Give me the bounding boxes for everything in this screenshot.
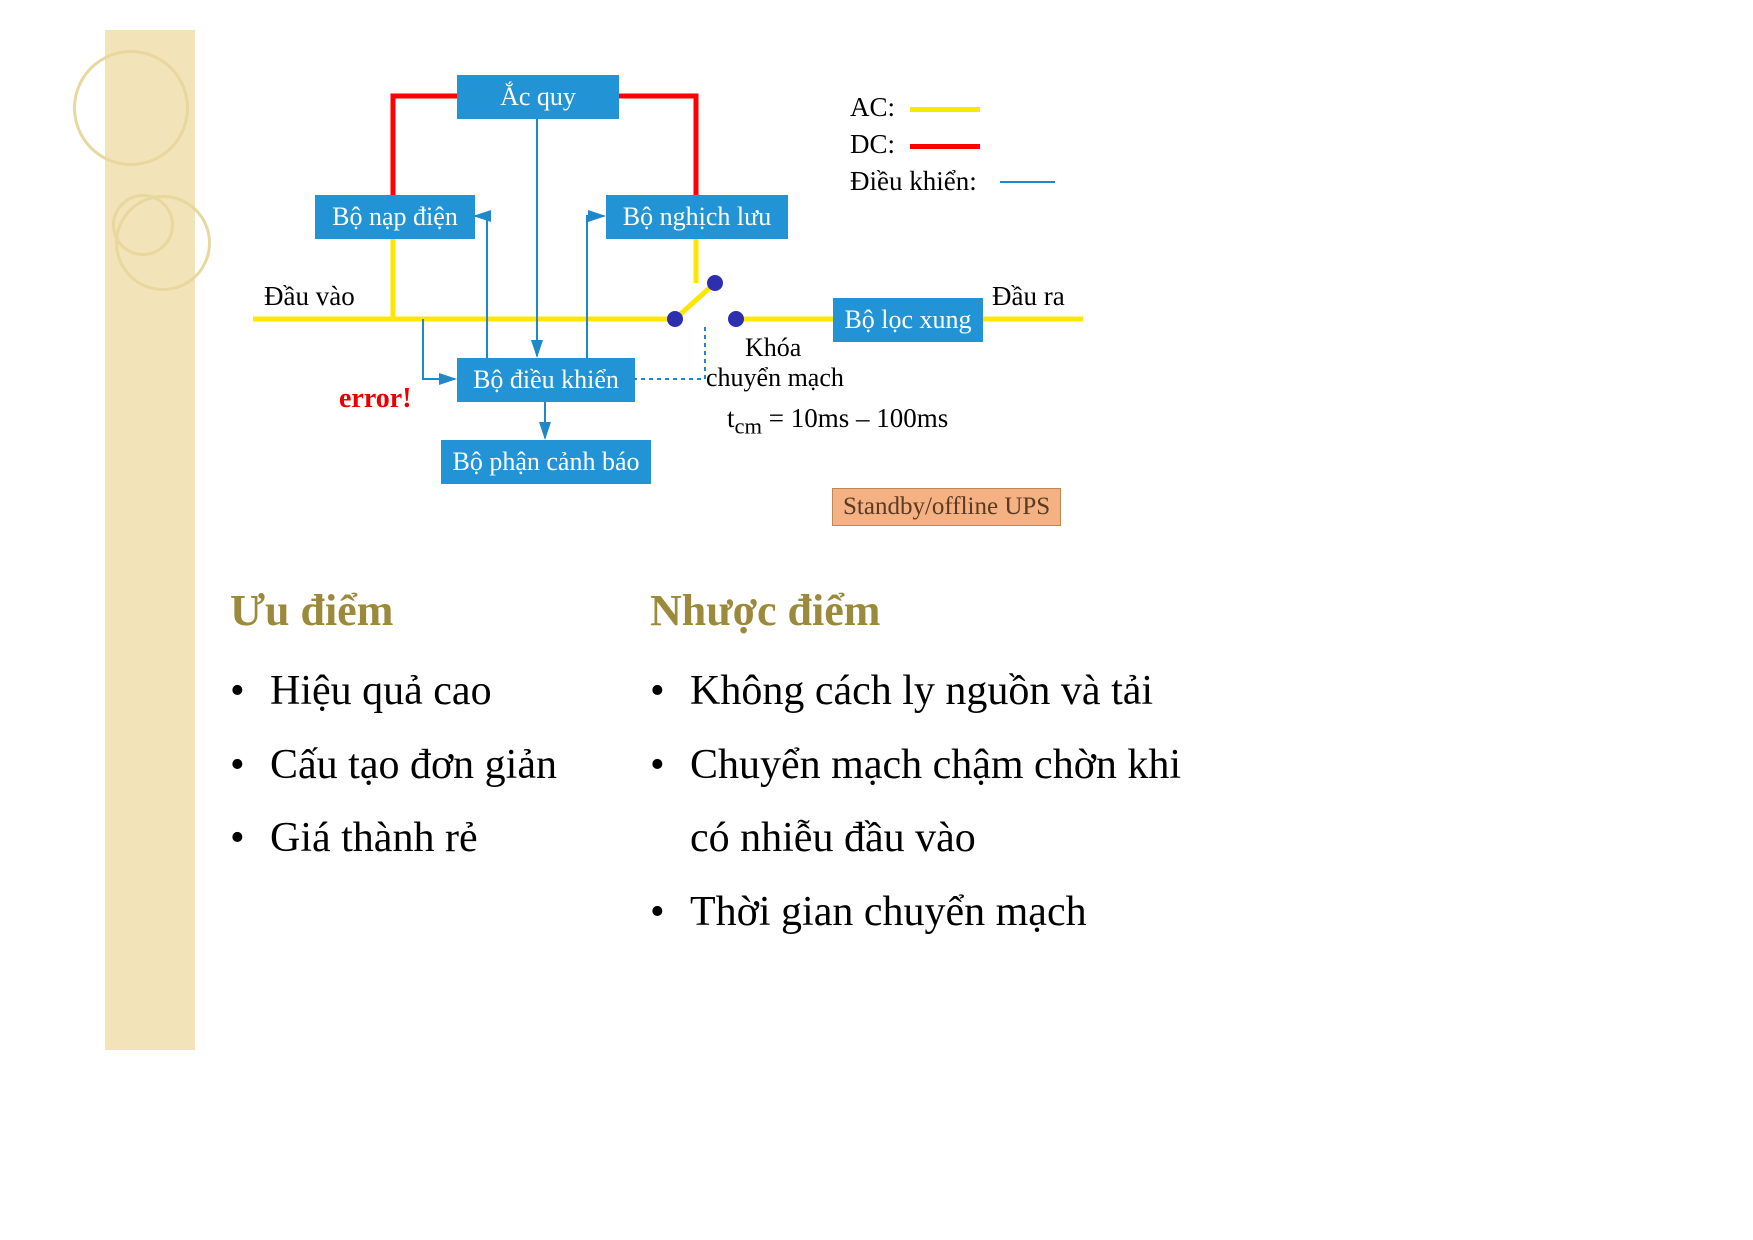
adv-item-0: Hiệu quả cao bbox=[270, 655, 492, 729]
label-output: Đầu ra bbox=[992, 281, 1065, 312]
label-tcm: tcm = 10ms – 100ms bbox=[727, 403, 948, 439]
label-switch-2: chuyển mạch bbox=[706, 363, 844, 393]
legend-ac-line bbox=[910, 107, 980, 112]
legend-dc-label: DC: bbox=[850, 129, 895, 160]
block-alarm: Bộ phận cảnh báo bbox=[441, 440, 651, 484]
list-disadvantages: •Không cách ly nguồn và tải •Chuyển mạch… bbox=[650, 655, 1210, 949]
label-error: error! bbox=[339, 383, 412, 415]
dis-item-0: Không cách ly nguồn và tải bbox=[690, 655, 1153, 729]
legend-ctrl-line bbox=[1000, 181, 1055, 183]
block-inverter: Bộ nghịch lưu bbox=[606, 195, 788, 239]
adv-item-1: Cấu tạo đơn giản bbox=[270, 729, 557, 803]
list-advantages: •Hiệu quả cao •Cấu tạo đơn giản •Giá thà… bbox=[230, 655, 610, 876]
block-charger: Bộ nạp điện bbox=[315, 195, 475, 239]
heading-disadvantages: Nhược điểm bbox=[650, 585, 880, 636]
heading-advantages: Ưu điểm bbox=[230, 585, 393, 636]
block-battery: Ắc quy bbox=[457, 75, 619, 119]
adv-item-2: Giá thành rẻ bbox=[270, 802, 478, 876]
legend-ctrl-label: Điều khiển: bbox=[850, 166, 977, 197]
block-controller: Bộ điều khiển bbox=[457, 358, 635, 402]
label-switch-1: Khóa bbox=[745, 333, 801, 363]
badge-ups-type: Standby/offline UPS bbox=[832, 488, 1061, 526]
block-filter: Bộ lọc xung bbox=[833, 298, 983, 342]
legend-ac-label: AC: bbox=[850, 92, 895, 123]
dis-item-2: Thời gian chuyển mạch bbox=[690, 876, 1087, 950]
dis-item-1: Chuyển mạch chậm chờn khi có nhiễu đầu v… bbox=[690, 729, 1210, 876]
label-input: Đầu vào bbox=[264, 281, 355, 312]
legend-dc-line bbox=[910, 144, 980, 149]
